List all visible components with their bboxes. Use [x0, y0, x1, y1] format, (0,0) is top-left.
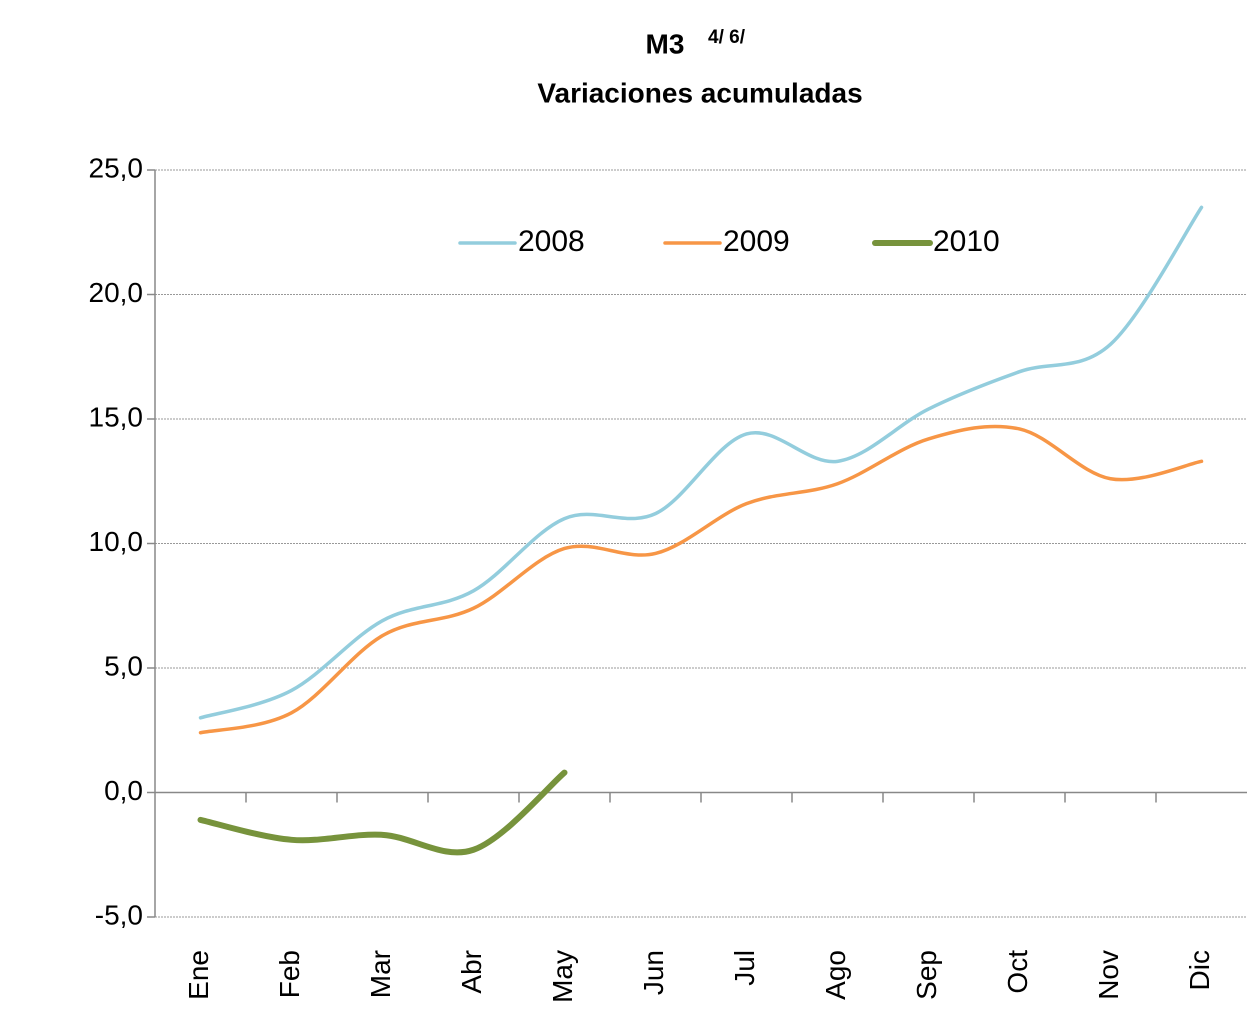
x-tick-label: Abr	[456, 950, 487, 994]
title-note: 4/ 6/	[708, 27, 746, 48]
x-tick-label: May	[547, 950, 578, 1003]
legend-label: 2010	[933, 225, 1000, 258]
y-tick-label: 20,0	[89, 277, 144, 308]
series-line	[197, 769, 568, 856]
x-tick-label: Jul	[729, 950, 760, 986]
x-tick-label: Sep	[911, 950, 942, 1000]
x-tick-label: Jun	[638, 950, 669, 995]
y-tick-label: 5,0	[104, 650, 143, 681]
series-line	[198, 424, 1204, 735]
x-tick-label: Ene	[183, 950, 214, 1000]
y-tick-label: 10,0	[89, 526, 144, 557]
legend-label: 2009	[723, 225, 790, 258]
x-tick-label: Oct	[1002, 950, 1033, 994]
x-tick-label: Ago	[820, 950, 851, 1000]
x-tick-label: Nov	[1093, 950, 1124, 1000]
chart-subtitle: Variaciones acumuladas	[537, 77, 862, 108]
y-tick-label: 25,0	[89, 152, 144, 183]
x-tick-label: Feb	[274, 950, 305, 998]
x-tick-label: Dic	[1184, 950, 1215, 990]
y-tick-label: -5,0	[95, 899, 143, 930]
y-tick-label: 15,0	[89, 401, 144, 432]
x-tick-label: Mar	[365, 950, 396, 998]
chart-title: M3	[646, 28, 685, 59]
series-line	[198, 205, 1204, 720]
y-tick-label: 0,0	[104, 775, 143, 806]
legend-label: 2008	[518, 225, 585, 258]
